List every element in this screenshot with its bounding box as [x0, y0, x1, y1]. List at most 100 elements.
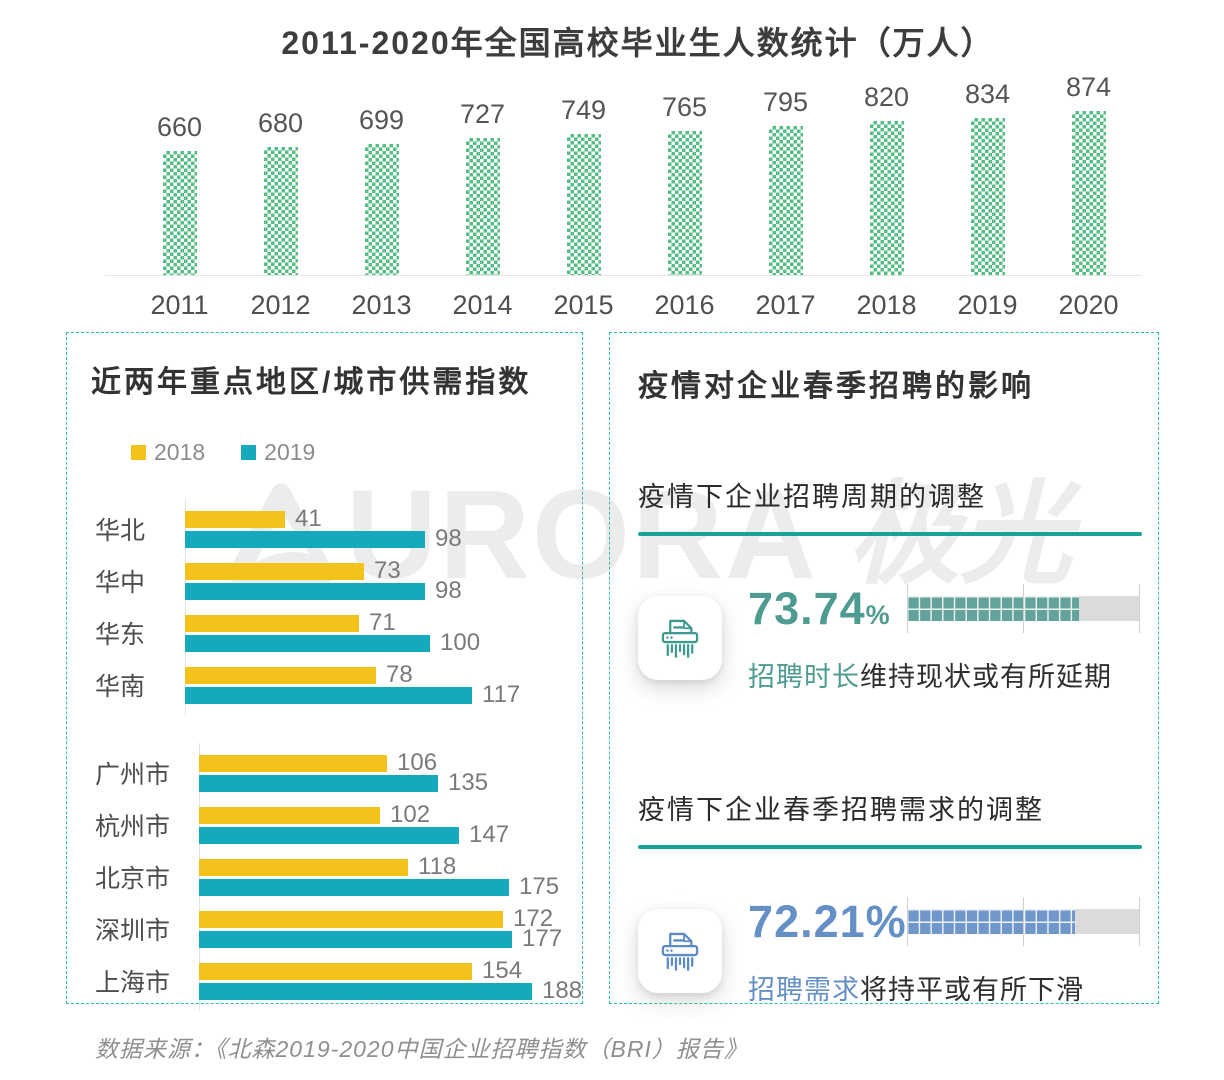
top-bar-column: 660 [129, 114, 230, 275]
legend-label: 2018 [154, 439, 206, 465]
bar-value-label: 78 [386, 661, 413, 688]
graduates-bar [768, 126, 803, 275]
year-label: 2015 [553, 290, 614, 320]
row-bars: 102 147 [199, 803, 509, 847]
chart-row-上海市: 上海市 154 188 [67, 955, 582, 1007]
chart-row-深圳市: 深圳市 172 177 [67, 903, 582, 955]
progress-tick [1138, 897, 1140, 946]
bar-value-label: 154 [482, 957, 523, 984]
section-content: 72.21% 招聘需求将持平或有所下滑 [748, 897, 1142, 1007]
supply-demand-panel: 近两年重点地区/城市供需指数 2018 2019 华北 41 98 华中 73 98 华东 71… [66, 332, 584, 1011]
graduates-bar [364, 144, 399, 275]
graduates-bars: 660 680 699 727 749 765 795 820 834 874 [129, 74, 1139, 275]
caption-highlight: 招聘时长 [748, 662, 861, 692]
progress-tick [1138, 584, 1140, 633]
bar-value-label: 102 [390, 801, 431, 828]
bar-value-label: 117 [482, 681, 521, 708]
top-chart-title: 2011-2020年全国高校毕业生人数统计（万人） [281, 25, 995, 61]
regions-bar-group: 华北 41 98 华中 73 98 华东 71 100 华南 78 117 [67, 499, 582, 715]
bar-value-label: 765 [661, 92, 708, 122]
bar-value-label: 147 [469, 821, 510, 848]
bar-2019 [185, 582, 425, 600]
bar-value-label: 175 [519, 873, 560, 900]
year-label: 2018 [856, 290, 917, 320]
bar-value-label: 41 [295, 505, 322, 532]
bar-2018 [199, 858, 408, 876]
row-bars: 106 135 [199, 751, 488, 795]
top-bar-column: 699 [331, 107, 432, 275]
data-source-note: 数据来源：《北森2019-2020中国企业招聘指数（BRI）报告》 [95, 1036, 748, 1062]
section-divider [638, 845, 1142, 849]
top-bar-column: 727 [432, 101, 533, 275]
year-label: 2020 [1058, 290, 1119, 320]
x-axis-line [105, 275, 1141, 276]
year-label: 2014 [452, 290, 513, 320]
top-bar-column: 680 [230, 110, 331, 275]
section-row: 72.21% 招聘需求将持平或有所下滑 [638, 897, 1142, 1007]
row-bars: 172 177 [199, 907, 563, 952]
section-subtitle: 疫情下企业招聘周期的调整 [638, 482, 987, 512]
bar-value-label: 834 [964, 79, 1011, 109]
row-label: 华东 [95, 621, 146, 649]
bar-line-2019: 98 [185, 527, 462, 551]
impact-section-1: 疫情下企业招聘周期的调整 73.74% 招聘时长维持现状或有所延期 [638, 475, 1142, 694]
section-row: 73.74% 招聘时长维持现状或有所延期 [638, 583, 1142, 694]
chart-row-华南: 华南 78 117 [67, 659, 582, 711]
caption-text: 将持平或有所下滑 [860, 975, 1085, 1005]
chart-row-杭州市: 杭州市 102 147 [67, 799, 582, 851]
bar-line-2018: 71 [185, 611, 480, 635]
row-label: 上海市 [95, 969, 171, 997]
bar-value-label: 98 [435, 525, 462, 552]
chart-row-北京市: 北京市 118 175 [67, 851, 582, 903]
year-label: 2013 [351, 290, 412, 320]
bar-2019 [185, 634, 430, 652]
bar-2019 [199, 982, 532, 1000]
covid-impact-panel: 疫情对企业春季招聘的影响 疫情下企业招聘周期的调整 73.74% 招聘时长维持现状或… [609, 332, 1159, 1007]
impact-section-2: 疫情下企业春季招聘需求的调整 72.21% 招聘需求将持平或有所下滑 [638, 788, 1142, 1007]
chart-row-华中: 华中 73 98 [67, 555, 582, 607]
row-label: 深圳市 [95, 917, 171, 945]
bar-2018 [185, 666, 376, 684]
right-panel-title: 疫情对企业春季招聘的影响 [638, 370, 1035, 403]
top-bar-column: 820 [836, 84, 937, 275]
bar-value-label: 177 [522, 925, 563, 952]
bar-value-label: 874 [1065, 72, 1112, 102]
graduates-bar [869, 121, 904, 275]
bar-line-2018: 154 [199, 959, 582, 983]
bar-2019 [199, 826, 459, 844]
bar-line-2019: 135 [199, 771, 488, 795]
row-bars: 154 188 [199, 959, 583, 1004]
bar-line-2019: 147 [199, 823, 509, 847]
bar-line-2018: 172 [199, 907, 562, 931]
bar-2019 [185, 686, 472, 704]
progress-tick [906, 584, 908, 633]
percent-value: 72.21% [748, 899, 907, 944]
legend-label: 2019 [264, 439, 316, 465]
bar-value-label: 188 [542, 977, 583, 1004]
percent-sign: % [865, 896, 907, 947]
bar-value-label: 820 [863, 82, 910, 112]
bar-2018 [199, 910, 503, 928]
bar-value-label: 100 [440, 629, 481, 656]
bar-line-2018: 118 [199, 855, 559, 879]
graduates-bar [970, 118, 1005, 275]
bar-2018 [199, 754, 387, 772]
bar-value-label: 71 [369, 609, 396, 636]
left-panel-title: 近两年重点地区/城市供需指数 [91, 366, 532, 399]
top-bar-column: 765 [634, 94, 735, 275]
panels-row: 近两年重点地区/城市供需指数 2018 2019 华北 41 98 华中 73 98 华东 71… [66, 332, 1159, 1011]
bar-line-2019: 117 [185, 683, 520, 707]
percent-number: 73.74 [748, 583, 866, 634]
bar-value-label: 699 [358, 105, 405, 135]
top-bar-column: 795 [735, 89, 836, 275]
bar-value-label: 118 [418, 853, 457, 880]
percent-row: 72.21% [748, 897, 1142, 946]
x-axis-labels: 2011 2012 2013 2014 2015 2016 2017 2018 2019 2020 [129, 290, 1139, 321]
legend-item-2019: 2019 [241, 439, 315, 466]
bar-2018 [185, 614, 359, 632]
progress-fill [906, 596, 1079, 621]
impact-sections: 疫情下企业招聘周期的调整 73.74% 招聘时长维持现状或有所延期疫情下企业春季招聘… [610, 475, 1158, 1007]
row-label: 华中 [95, 569, 146, 597]
row-label: 华南 [95, 673, 146, 701]
